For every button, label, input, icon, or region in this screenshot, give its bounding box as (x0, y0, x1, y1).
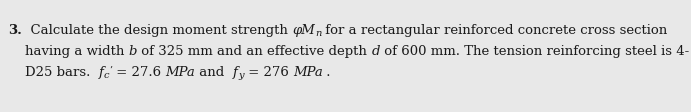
Text: φM: φM (292, 24, 315, 37)
Text: y: y (238, 71, 244, 80)
Text: n: n (315, 29, 321, 38)
Text: MPa: MPa (293, 66, 323, 79)
Text: d: d (371, 45, 380, 58)
Text: D25 bars.: D25 bars. (8, 66, 99, 79)
Text: c: c (104, 71, 109, 80)
Text: and: and (196, 66, 233, 79)
Text: ’: ’ (109, 66, 112, 75)
Text: f: f (233, 66, 238, 79)
Text: b: b (129, 45, 137, 58)
Text: 3.: 3. (8, 24, 22, 37)
Text: = 27.6: = 27.6 (112, 66, 166, 79)
Text: Calculate the design moment strength: Calculate the design moment strength (22, 24, 292, 37)
Text: .: . (323, 66, 331, 79)
Text: of 325 mm and an effective depth: of 325 mm and an effective depth (137, 45, 371, 58)
Text: for a rectangular reinforced concrete cross section: for a rectangular reinforced concrete cr… (321, 24, 668, 37)
Text: MPa: MPa (166, 66, 196, 79)
Text: = 276: = 276 (244, 66, 293, 79)
Text: f: f (99, 66, 104, 79)
Text: having a width: having a width (8, 45, 129, 58)
Text: of 600 mm. The tension reinforcing steel is 4-: of 600 mm. The tension reinforcing steel… (380, 45, 689, 58)
